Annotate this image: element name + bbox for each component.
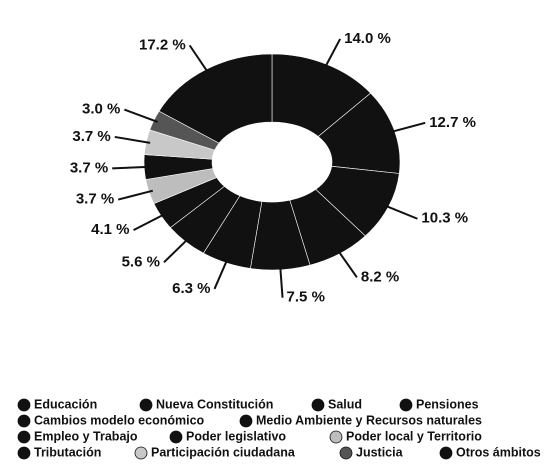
leader-line: [112, 165, 149, 170]
value-label: 3.7 %: [76, 191, 114, 208]
leader-line: [117, 189, 154, 201]
legend-label: Otros ámbitos: [456, 445, 541, 459]
value-label: 5.6 %: [122, 253, 160, 270]
value-label: 8.2 %: [361, 268, 399, 285]
value-label: 10.3 %: [421, 210, 468, 227]
legend-label: Poder legislativo: [186, 429, 286, 443]
legend-label: Educación: [34, 397, 97, 411]
legend-marker: [17, 430, 31, 444]
value-label: 7.5 %: [287, 289, 325, 306]
legend-label: Empleo y Trabajo: [34, 429, 138, 443]
value-label: 3.7 %: [72, 128, 110, 145]
legend-label: Medio Ambiente y Recursos naturales: [256, 413, 482, 427]
leader-line: [124, 108, 158, 123]
leader-line: [279, 265, 284, 298]
legend-marker: [339, 446, 353, 460]
legend-marker: [329, 430, 343, 444]
legend-label: Salud: [328, 397, 362, 411]
leader-line: [336, 249, 358, 278]
leader-line: [323, 38, 342, 69]
legend-marker: [17, 446, 31, 460]
legend-marker: [311, 398, 325, 412]
legend-marker: [239, 414, 253, 428]
legend-label: Justicia: [356, 445, 404, 459]
legend-label: Nueva Constitución: [156, 397, 273, 411]
legend-marker: [399, 398, 413, 412]
legend-label: Pensiones: [416, 397, 479, 411]
value-label: 6.3 %: [172, 280, 210, 297]
legend-marker: [439, 446, 453, 460]
slice: [158, 53, 273, 144]
leader-line: [213, 258, 229, 290]
value-label: 17.2 %: [139, 36, 186, 53]
legend-marker: [139, 398, 153, 412]
legend-marker: [169, 430, 183, 444]
value-label: 14.0 %: [344, 30, 391, 47]
leader-line: [163, 237, 189, 264]
legend-marker: [134, 446, 148, 460]
legend-label: Tributación: [34, 445, 101, 459]
leader-line: [133, 213, 166, 232]
value-label: 3.7 %: [70, 159, 108, 176]
legend-marker: [17, 414, 31, 428]
leader-line: [114, 135, 151, 144]
leader-line: [384, 204, 418, 220]
value-label: 4.1 %: [91, 221, 129, 238]
value-label: 3.0 %: [82, 101, 120, 118]
legend-label: Participación ciudadana: [151, 445, 296, 459]
legend-marker: [17, 398, 31, 412]
value-label: 12.7 %: [429, 114, 476, 131]
legend-label: Cambios modelo económico: [34, 413, 205, 427]
leader-line: [188, 44, 210, 74]
legend-label: Poder local y Territorio: [346, 429, 482, 443]
leader-line: [390, 121, 426, 134]
